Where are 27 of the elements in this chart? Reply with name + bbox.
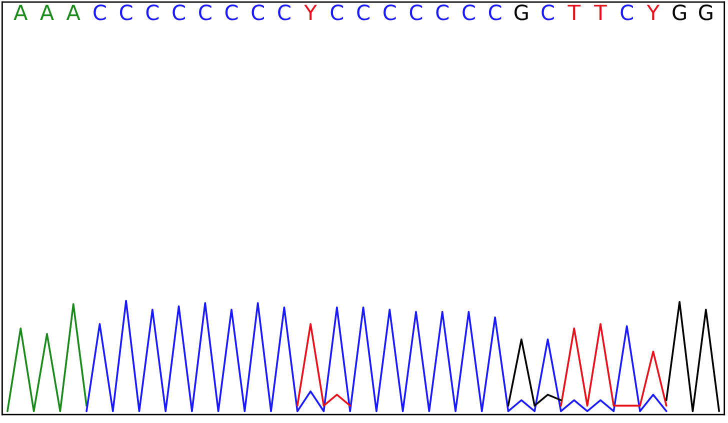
x-tick-label: C xyxy=(488,4,502,20)
x-tick-label: G xyxy=(672,4,686,20)
x-tick-label: A xyxy=(14,4,28,20)
x-tick-label: G xyxy=(514,4,528,20)
x-tick-label: C xyxy=(146,4,159,20)
x-tick-label: Y xyxy=(646,4,660,20)
x-tick-label: C xyxy=(462,4,475,20)
x-tick-label: T xyxy=(568,4,581,20)
x-tick-label: Y xyxy=(304,4,317,20)
x-tick-label: C xyxy=(410,4,422,20)
x-tick-label: A xyxy=(40,4,54,20)
x-tick-label: C xyxy=(436,4,448,20)
x-tick-label: C xyxy=(120,4,132,20)
x-tick-label: C xyxy=(94,4,106,20)
x-tick-label: G xyxy=(699,4,712,20)
x-tick-label: C xyxy=(225,4,238,20)
x-tick-label: A xyxy=(66,4,80,20)
x-tick-label: C xyxy=(278,4,290,20)
x-tick-label: C xyxy=(199,4,212,20)
x-tick-label: C xyxy=(172,4,185,20)
x-tick-label: T xyxy=(594,4,607,20)
x-tick-label: C xyxy=(330,4,344,20)
x-tick-label: C xyxy=(252,4,264,20)
x-tick-label: C xyxy=(542,4,554,20)
x-tick-label: C xyxy=(620,4,633,20)
x-tick-label: C xyxy=(357,4,370,20)
x-tick-label: C xyxy=(384,4,396,20)
